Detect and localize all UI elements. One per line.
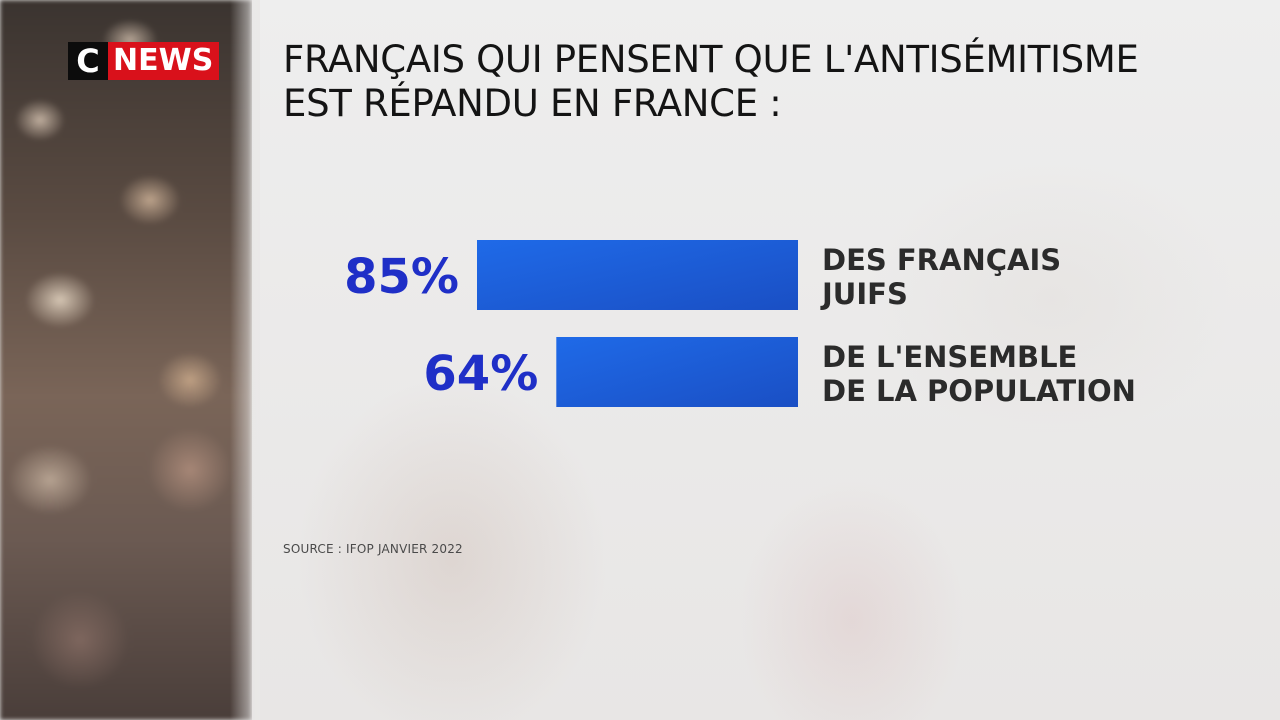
value-label-1: 64% <box>423 346 538 402</box>
logo-news: NEWS <box>108 42 220 80</box>
cnews-logo: C NEWS <box>68 42 220 80</box>
category-label-1-1: DE LA POPULATION <box>822 374 1136 408</box>
category-label-0-0: DES FRANÇAIS <box>822 243 1061 277</box>
source-note: SOURCE : IFOP JANVIER 2022 <box>283 542 463 556</box>
value-label-0: 85% <box>344 249 459 305</box>
category-label-1-0: DE L'ENSEMBLE <box>822 340 1077 374</box>
crowd-photo <box>0 0 252 720</box>
photo-fade <box>230 0 260 720</box>
title-line-2: EST RÉPANDU EN FRANCE : <box>283 82 782 125</box>
chart-title: FRANÇAIS QUI PENSENT QUE L'ANTISÉMITISME… <box>283 38 1263 126</box>
title-line-1: FRANÇAIS QUI PENSENT QUE L'ANTISÉMITISME <box>283 38 1139 81</box>
category-label-0-1: JUIFS <box>820 277 908 311</box>
logo-c: C <box>68 42 108 80</box>
bar-0 <box>477 240 798 310</box>
bar-1 <box>556 337 798 407</box>
